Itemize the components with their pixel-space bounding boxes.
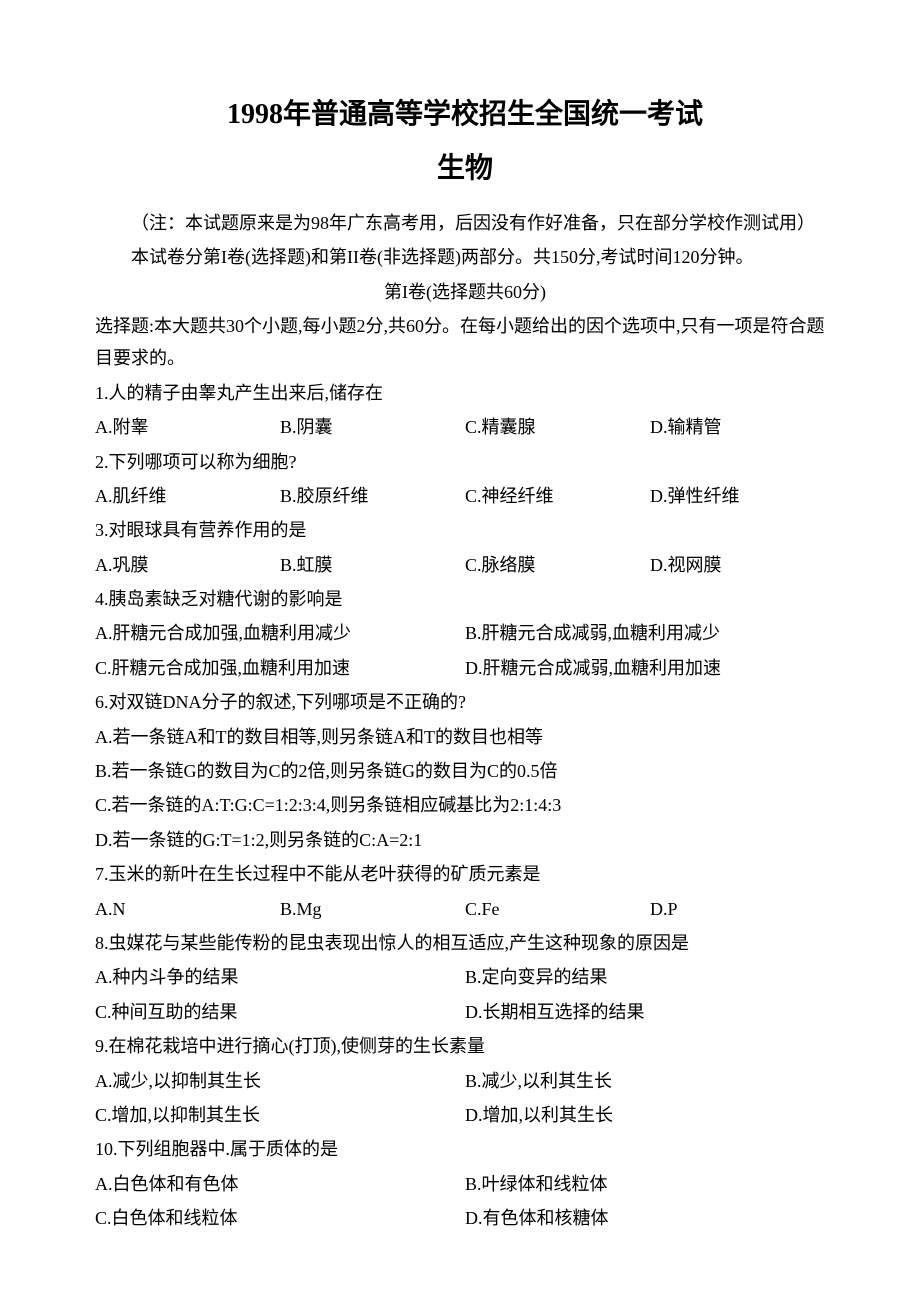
option: D.长期相互选择的结果: [465, 996, 835, 1028]
question-text: 4.胰岛素缺乏对糖代谢的影响是: [95, 583, 835, 615]
section-title: 第I卷(选择题共60分): [95, 276, 835, 308]
option: B.若一条链G的数目为C的2倍,则另条链G的数目为C的0.5倍: [95, 755, 835, 787]
option: A.肝糖元合成加强,血糖利用减少: [95, 617, 465, 649]
option: C.精囊腺: [465, 411, 650, 443]
question-text: 1.人的精子由睾丸产生出来后,储存在: [95, 377, 835, 409]
question-text: 10.下列组胞器中.属于质体的是: [95, 1133, 835, 1165]
question-text: 9.在棉花栽培中进行摘心(打顶),使侧芽的生长素量: [95, 1030, 835, 1062]
option: A.种内斗争的结果: [95, 961, 465, 993]
option: A.附睾: [95, 411, 280, 443]
option: B.虹膜: [280, 549, 465, 581]
options-row: C.肝糖元合成加强,血糖利用加速D.肝糖元合成减弱,血糖利用加速: [95, 652, 835, 684]
question-text: 8.虫媒花与某些能传粉的昆虫表现出惊人的相互适应,产生这种现象的原因是: [95, 927, 835, 959]
options-row: A.白色体和有色体B.叶绿体和线粒体: [95, 1168, 835, 1200]
option: D.增加,以利其生长: [465, 1099, 835, 1131]
option: A.白色体和有色体: [95, 1168, 465, 1200]
title-sub: 生物: [95, 144, 835, 194]
section-description: 选择题:本大题共30个小题,每小题2分,共60分。在每小题给出的因个选项中,只有…: [95, 310, 835, 375]
options-row: A.减少,以抑制其生长B.减少,以利其生长: [95, 1065, 835, 1097]
question-text: 7.玉米的新叶在生长过程中不能从老叶获得的矿质元素是: [95, 858, 835, 890]
options-row: C.白色体和线粒体D.有色体和核糖体: [95, 1202, 835, 1234]
option: C.神经纤维: [465, 480, 650, 512]
option: C.白色体和线粒体: [95, 1202, 465, 1234]
option: D.视网膜: [650, 549, 835, 581]
instruction-text: 本试卷分第I卷(选择题)和第II卷(非选择题)两部分。共150分,考试时间120…: [95, 241, 835, 273]
note-text: （注：本试题原来是为98年广东高考用，后因没有作好准备，只在部分学校作测试用）: [95, 207, 835, 239]
option: A.若一条链A和T的数目相等,则另条链A和T的数目也相等: [95, 721, 835, 753]
option: B.阴囊: [280, 411, 465, 443]
option: A.肌纤维: [95, 480, 280, 512]
option: D.输精管: [650, 411, 835, 443]
option: A.N: [95, 893, 280, 925]
option: D.P: [650, 893, 835, 925]
question-text: 3.对眼球具有营养作用的是: [95, 514, 835, 546]
option: A.巩膜: [95, 549, 280, 581]
options-row: A.附睾B.阴囊C.精囊腺D.输精管: [95, 411, 835, 443]
question-text: 2.下列哪项可以称为细胞?: [95, 446, 835, 478]
question-text: 6.对双链DNA分子的叙述,下列哪项是不正确的?: [95, 686, 835, 718]
option: C.脉络膜: [465, 549, 650, 581]
option: D.若一条链的G:T=1:2,则另条链的C:A=2:1: [95, 824, 835, 856]
option: C.肝糖元合成加强,血糖利用加速: [95, 652, 465, 684]
options-row: A.NB.MgC.FeD.P: [95, 893, 835, 925]
option: B.定向变异的结果: [465, 961, 835, 993]
option: B.减少,以利其生长: [465, 1065, 835, 1097]
option: C.增加,以抑制其生长: [95, 1099, 465, 1131]
option: D.弹性纤维: [650, 480, 835, 512]
option: D.肝糖元合成减弱,血糖利用加速: [465, 652, 835, 684]
options-row: A.巩膜B.虹膜C.脉络膜D.视网膜: [95, 549, 835, 581]
option: B.肝糖元合成减弱,血糖利用减少: [465, 617, 835, 649]
questions-container: 1.人的精子由睾丸产生出来后,储存在A.附睾B.阴囊C.精囊腺D.输精管2.下列…: [95, 377, 835, 1235]
title-main: 1998年普通高等学校招生全国统一考试: [95, 90, 835, 140]
option: A.减少,以抑制其生长: [95, 1065, 465, 1097]
option: B.叶绿体和线粒体: [465, 1168, 835, 1200]
option: C.种间互助的结果: [95, 996, 465, 1028]
options-row: C.种间互助的结果D.长期相互选择的结果: [95, 996, 835, 1028]
options-row: A.肝糖元合成加强,血糖利用减少B.肝糖元合成减弱,血糖利用减少: [95, 617, 835, 649]
option: D.有色体和核糖体: [465, 1202, 835, 1234]
option: B.胶原纤维: [280, 480, 465, 512]
option: B.Mg: [280, 893, 465, 925]
option: C.若一条链的A:T:G:C=1:2:3:4,则另条链相应碱基比为2:1:4:3: [95, 789, 835, 821]
options-row: A.肌纤维B.胶原纤维C.神经纤维D.弹性纤维: [95, 480, 835, 512]
options-row: C.增加,以抑制其生长D.增加,以利其生长: [95, 1099, 835, 1131]
option: C.Fe: [465, 893, 650, 925]
options-row: A.种内斗争的结果B.定向变异的结果: [95, 961, 835, 993]
